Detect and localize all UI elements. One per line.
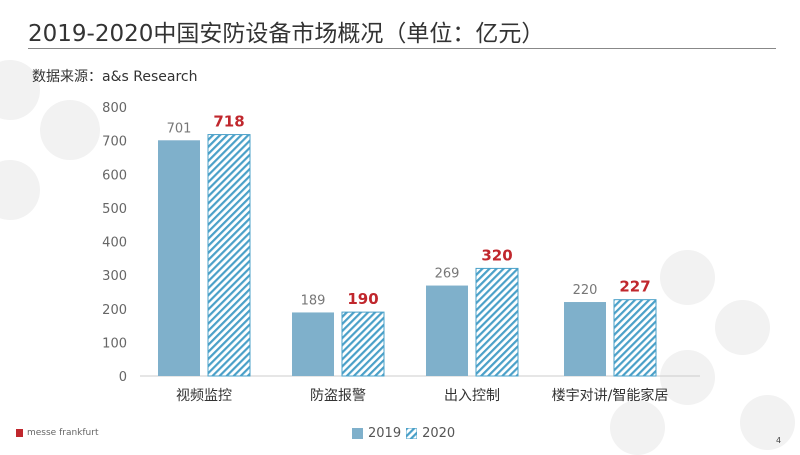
bar-2019 <box>564 302 606 376</box>
logo-text: messe frankfurt <box>27 428 99 438</box>
y-tick-label: 0 <box>119 370 127 385</box>
x-tick-label: 视频监控 <box>176 388 232 404</box>
data-label: 189 <box>301 293 326 308</box>
y-tick-label: 300 <box>102 269 127 284</box>
data-source: 数据来源：a&s Research <box>32 69 198 85</box>
bar-2019 <box>426 285 468 376</box>
bg-circle <box>610 400 665 455</box>
x-tick-label: 楼宇对讲/智能家居 <box>552 387 669 404</box>
data-label: 190 <box>347 290 378 308</box>
x-tick-label: 出入控制 <box>444 388 500 404</box>
page-title: 2019-2020中国安防设备市场概况（单位：亿元） <box>28 21 545 47</box>
bg-circle <box>40 100 100 160</box>
bg-circle <box>715 300 770 355</box>
bar-2020 <box>207 134 251 377</box>
logo-mark <box>16 429 23 437</box>
bar-2020 <box>475 267 519 377</box>
y-tick-label: 200 <box>102 303 127 318</box>
data-label: 701 <box>167 121 192 136</box>
logo: messe frankfurt <box>16 428 98 438</box>
x-tick-label: 防盗报警 <box>310 388 366 404</box>
legend-label: 2020 <box>422 426 456 441</box>
y-tick-label: 800 <box>102 101 127 116</box>
y-tick-label: 100 <box>102 336 127 351</box>
legend: 2019 2020 <box>352 426 455 441</box>
y-tick-label: 600 <box>102 168 127 183</box>
bg-circle <box>740 395 795 450</box>
data-label: 227 <box>619 278 650 296</box>
y-tick-label: 400 <box>102 236 127 251</box>
bg-circle <box>660 350 715 405</box>
bar-2020 <box>341 311 385 377</box>
legend-swatch-2020 <box>406 428 418 439</box>
bar-2019 <box>158 140 200 376</box>
page-number: 4 <box>776 436 782 445</box>
data-label: 320 <box>481 246 512 264</box>
bar-2020 <box>613 299 657 377</box>
data-label: 269 <box>435 267 460 282</box>
data-label: 718 <box>213 113 244 131</box>
data-label: 220 <box>573 283 598 298</box>
bar-2019 <box>292 312 334 376</box>
bg-circle <box>660 250 715 305</box>
y-tick-label: 700 <box>102 135 127 150</box>
legend-swatch-2019 <box>352 428 363 439</box>
legend-label: 2019 <box>368 426 402 441</box>
y-tick-label: 500 <box>102 202 127 217</box>
title-divider <box>28 48 776 49</box>
